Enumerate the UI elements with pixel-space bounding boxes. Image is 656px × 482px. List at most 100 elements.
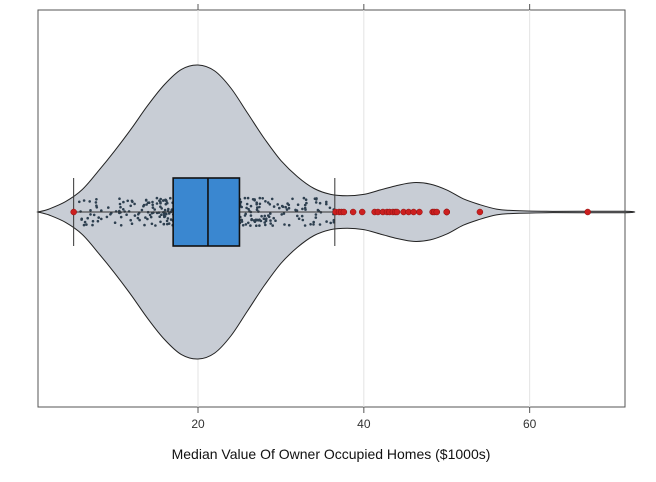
jitter-point xyxy=(318,223,322,226)
jitter-point xyxy=(303,224,307,227)
jitter-point xyxy=(312,220,316,224)
jitter-point xyxy=(119,215,123,219)
jitter-point xyxy=(91,219,95,223)
jitter-point xyxy=(122,200,125,204)
jitter-point xyxy=(244,223,248,226)
jitter-point xyxy=(280,204,284,208)
jitter-point xyxy=(268,203,272,206)
jitter-point xyxy=(261,197,265,200)
jitter-point xyxy=(258,202,262,206)
jitter-point xyxy=(166,217,170,220)
jitter-point xyxy=(109,213,112,216)
jitter-point xyxy=(113,221,117,224)
jitter-point xyxy=(159,197,162,201)
jitter-point xyxy=(167,207,170,211)
jitter-point xyxy=(119,224,123,227)
jitter-point xyxy=(264,223,267,227)
jitter-point xyxy=(136,216,140,220)
jitter-point xyxy=(164,202,168,206)
jitter-point xyxy=(91,223,94,227)
jitter-point xyxy=(269,212,272,215)
jitter-point xyxy=(247,207,250,211)
jitter-point xyxy=(167,222,171,225)
outlier-point xyxy=(349,208,357,216)
jitter-point xyxy=(325,200,328,204)
outlier-point xyxy=(443,208,450,216)
jitter-point xyxy=(95,198,98,201)
jitter-point xyxy=(249,224,252,227)
jitter-point xyxy=(272,216,276,220)
jitter-point xyxy=(165,219,169,223)
outlier-point xyxy=(584,208,591,216)
jitter-point xyxy=(146,217,149,221)
outlier-point xyxy=(70,208,77,216)
box-body xyxy=(172,177,241,247)
jitter-point xyxy=(140,208,144,212)
outlier-point xyxy=(358,208,366,216)
jitter-point xyxy=(158,215,161,218)
jitter-point xyxy=(276,203,280,206)
jitter-point xyxy=(107,206,110,209)
jitter-point xyxy=(314,216,318,219)
jitter-point xyxy=(269,219,272,222)
x-ticks-top xyxy=(197,4,531,10)
jitter-point xyxy=(259,219,263,223)
jitter-point xyxy=(258,196,262,200)
jitter-point xyxy=(133,214,137,217)
jitter-point xyxy=(314,201,318,204)
jitter-point xyxy=(155,202,159,205)
jitter-point xyxy=(83,220,87,224)
jitter-point xyxy=(255,203,258,206)
outlier-point xyxy=(416,208,423,216)
jitter-point xyxy=(163,208,167,212)
jitter-point xyxy=(329,221,333,225)
jitter-point xyxy=(89,213,92,216)
jitter-point xyxy=(328,206,332,210)
jitter-point xyxy=(301,207,304,211)
jitter-point xyxy=(303,203,307,207)
jitter-point xyxy=(95,204,98,207)
jitter-point xyxy=(130,222,134,225)
outlier-points xyxy=(70,208,591,216)
jitter-point xyxy=(80,217,83,221)
jitter-point xyxy=(255,208,259,211)
jitter-point xyxy=(159,201,162,205)
jitter-point xyxy=(118,197,121,200)
jitter-point xyxy=(309,223,312,226)
jitter-point xyxy=(150,222,154,226)
jitter-point xyxy=(253,198,256,201)
jitter-point xyxy=(119,205,122,209)
jitter-point xyxy=(280,213,284,216)
jitter-point xyxy=(256,218,260,222)
jitter-point xyxy=(159,205,162,208)
jitter-point xyxy=(144,216,147,219)
jitter-point xyxy=(244,212,247,216)
jitter-point xyxy=(144,198,148,202)
jitter-point xyxy=(270,197,274,201)
jitter-point xyxy=(146,201,150,204)
jitter-point xyxy=(272,205,276,208)
jitter-point xyxy=(154,224,157,227)
jitter-point xyxy=(287,223,291,227)
jitter-point xyxy=(325,202,328,206)
jitter-point xyxy=(97,216,100,219)
jitter-point xyxy=(294,209,298,212)
jitter-point xyxy=(302,196,306,200)
jitter-point xyxy=(160,213,163,216)
jitter-point xyxy=(278,206,281,210)
jitter-point xyxy=(287,206,291,210)
jitter-point xyxy=(282,212,286,215)
jitter-point xyxy=(169,218,173,221)
jitter-point xyxy=(100,217,103,221)
jitter-point xyxy=(285,208,289,211)
jitter-point xyxy=(269,222,273,225)
jitter-point xyxy=(300,214,304,218)
jitter-point xyxy=(267,214,270,217)
jitter-point xyxy=(304,208,307,211)
jitter-point xyxy=(167,212,171,215)
jitter-point xyxy=(249,204,253,208)
box-plot xyxy=(73,177,336,247)
outlier-point xyxy=(393,208,401,216)
jitter-point xyxy=(304,198,308,201)
jitter-point xyxy=(129,204,132,208)
